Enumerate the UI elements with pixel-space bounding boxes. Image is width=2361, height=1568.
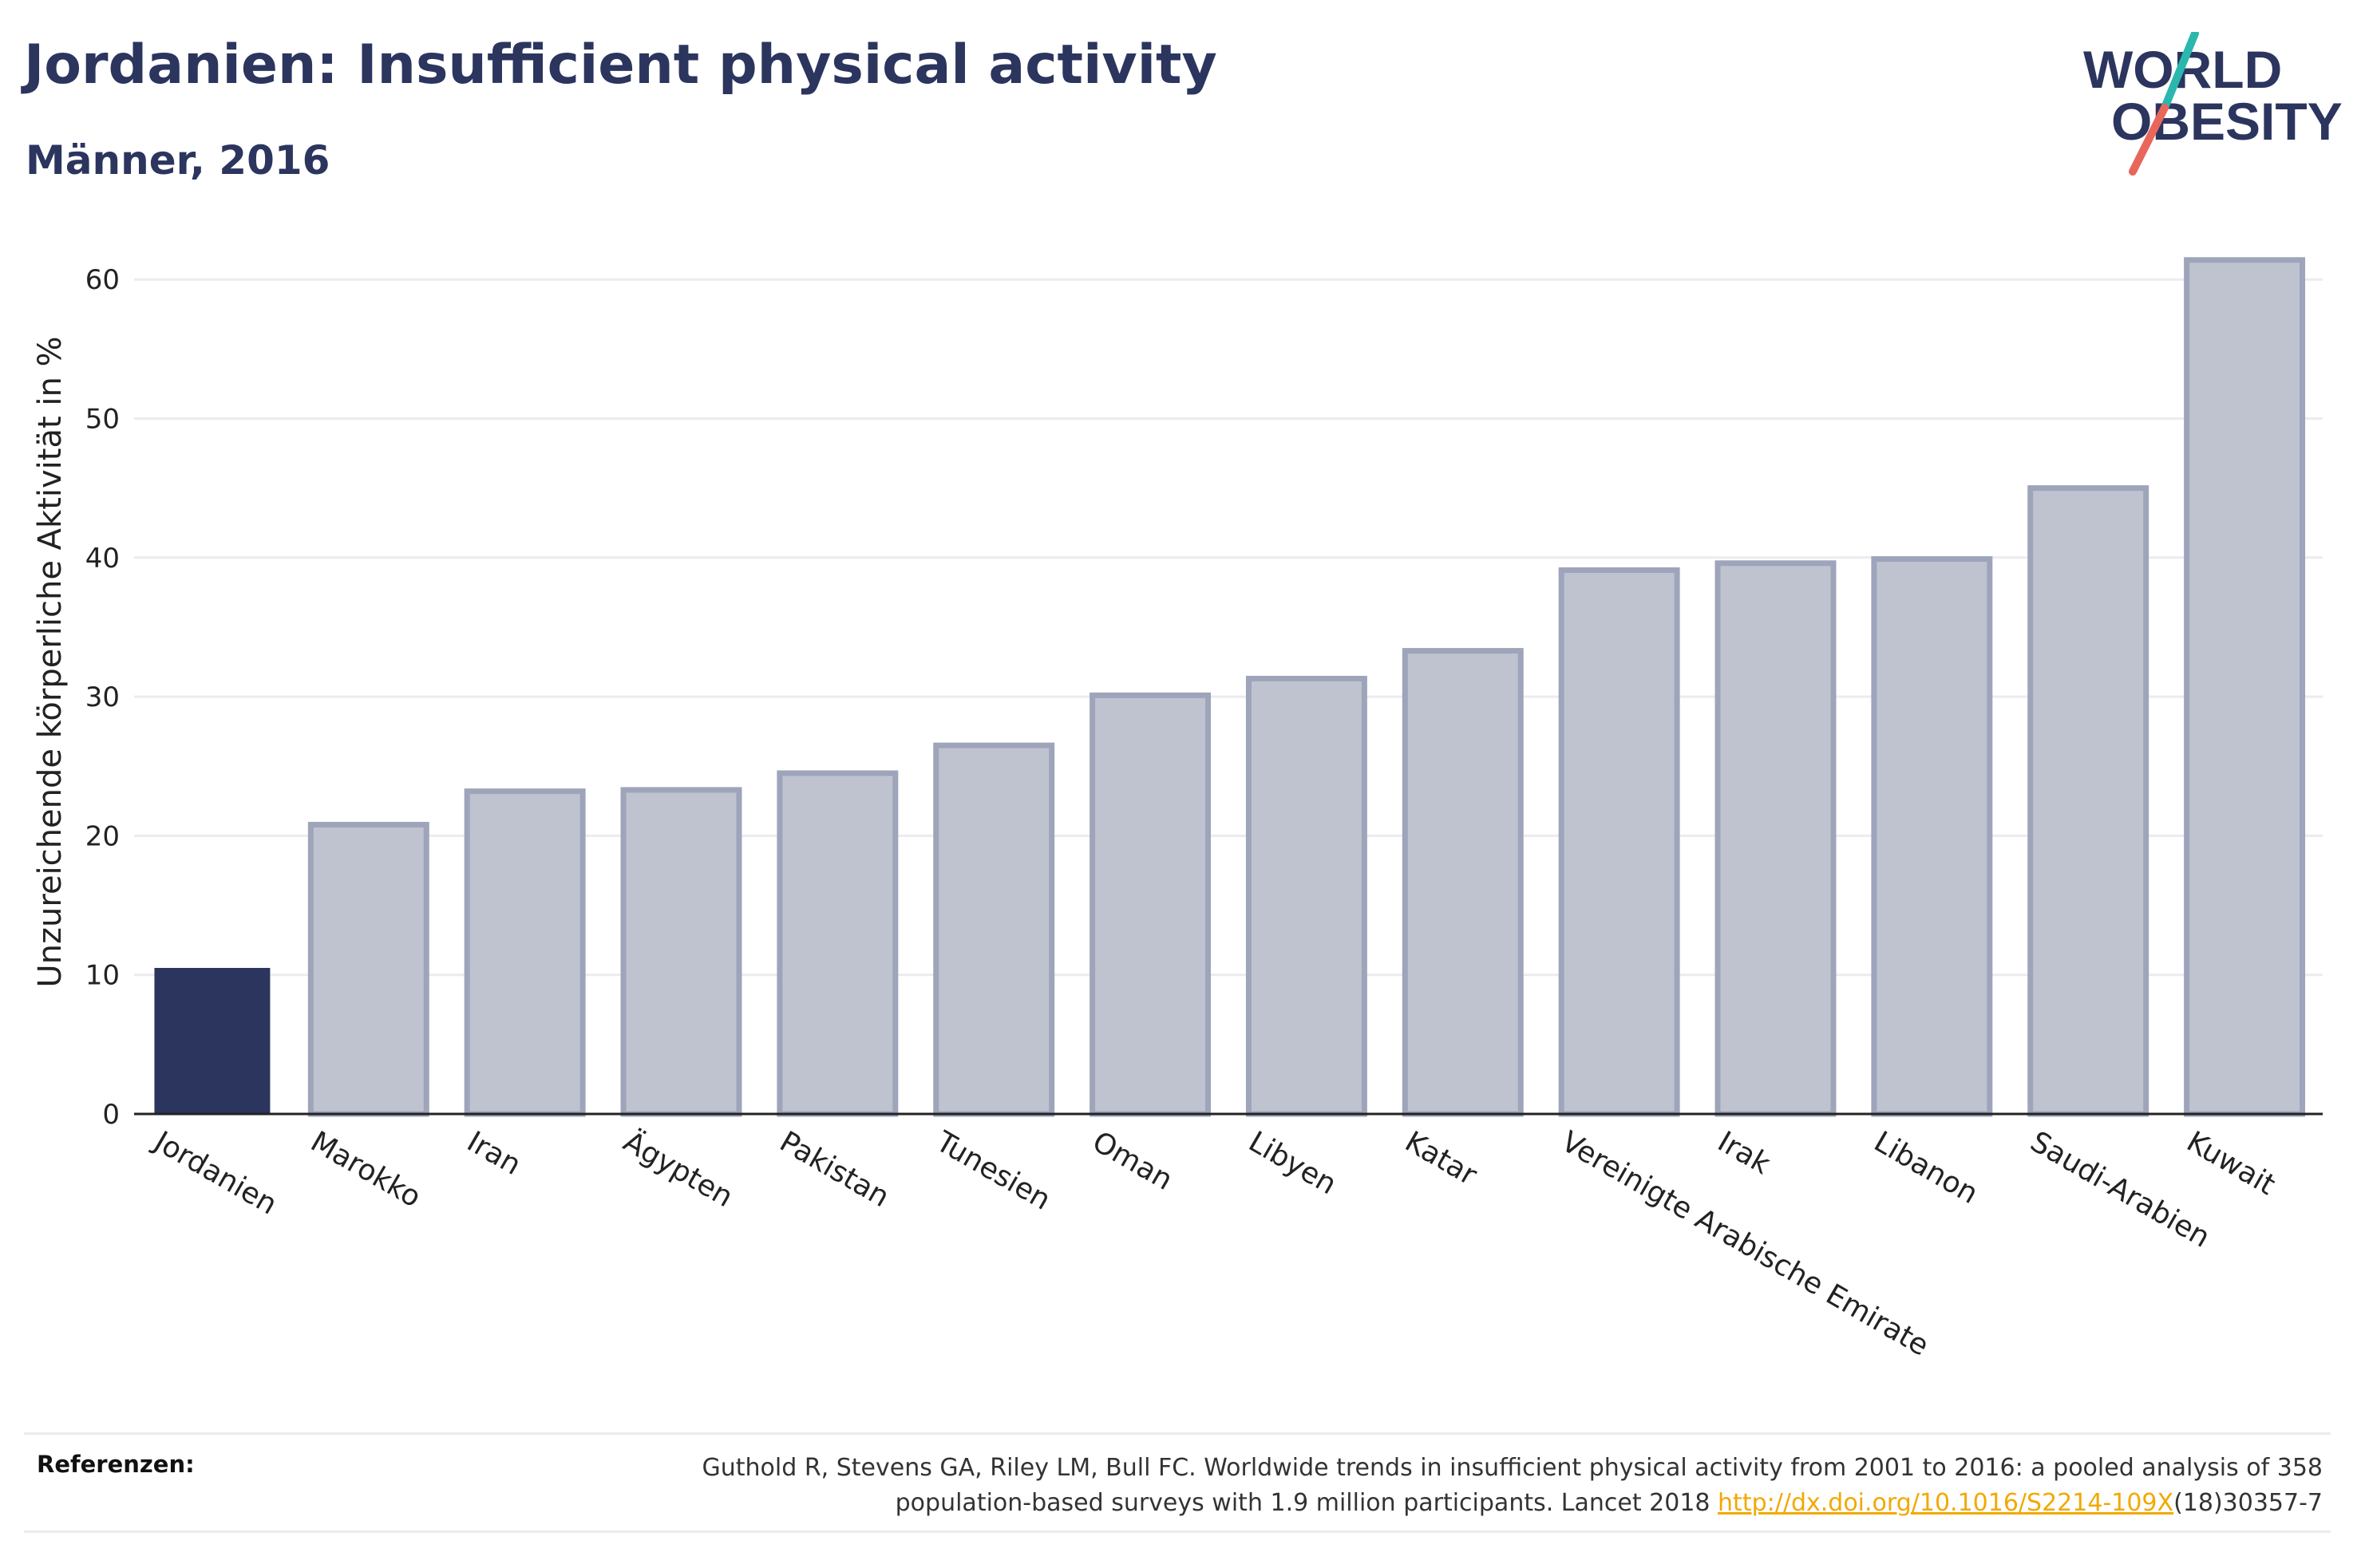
x-tick-label: Libyen [1243, 1125, 1342, 1201]
world-obesity-logo: WORLD OBESITY [2083, 32, 2343, 176]
logo-slash-teal [2161, 32, 2199, 112]
x-tick-label: Marokko [305, 1125, 426, 1214]
bar-katar [1402, 648, 1524, 1117]
reference-doi-link[interactable]: http://dx.doi.org/10.1016/S2214-109X [1718, 1489, 2174, 1517]
x-tick-label: Pakistan [774, 1125, 895, 1214]
bar-irak [1714, 560, 1837, 1117]
bar-saudi-arabien [2027, 485, 2149, 1117]
bar-pakistan [777, 770, 899, 1117]
x-tick-label: Tunesien [930, 1125, 1056, 1217]
bar-iran [464, 788, 586, 1117]
x-tick-label: Irak [1712, 1125, 1776, 1181]
x-tick-label: Libanon [1869, 1125, 1983, 1211]
bar-libyen [1245, 675, 1367, 1117]
y-tick-label: 30 [85, 681, 120, 713]
bar-kuwait [2184, 257, 2306, 1117]
y-tick-label: 60 [85, 264, 120, 296]
chart-title: Jordanien: Insufficient physical activit… [24, 34, 1217, 97]
x-tick-label: Oman [1087, 1125, 1178, 1197]
bar-marokko [307, 821, 429, 1117]
x-tick-label: Ägypten [618, 1124, 739, 1214]
y-tick-label: 50 [85, 404, 120, 436]
bar-vereinigte-arabische-emirate [1558, 567, 1680, 1117]
y-tick-label: 0 [102, 1099, 120, 1131]
x-tick-label: Iran [461, 1125, 526, 1182]
references-text: Guthold R, Stevens GA, Riley LM, Bull FC… [567, 1451, 2323, 1521]
y-axis-title: Unzureichende körperliche Aktivität in % [32, 336, 69, 987]
bar-libanon [1871, 556, 1993, 1117]
chart-subtitle: Männer, 2016 [26, 137, 330, 184]
x-tick-label: Jordanien [148, 1124, 283, 1221]
bar-tunesien [933, 742, 1055, 1117]
y-tick-label: 20 [85, 820, 120, 852]
x-tick-label: Katar [1399, 1125, 1482, 1192]
bar-ägypten [620, 787, 742, 1117]
references-label: Referenzen: [37, 1451, 195, 1478]
references-section: Referenzen: Guthold R, Stevens GA, Riley… [24, 1432, 2331, 1533]
y-tick-label: 40 [85, 543, 120, 575]
bar-chart: 0 10 20 30 40 50 60 Jordanien Marokko Iran Ägypten… [32, 257, 2323, 1363]
bar-jordanien [154, 967, 271, 1114]
x-tick-label: Kuwait [2181, 1125, 2281, 1202]
y-tick-label: 10 [85, 960, 120, 992]
reference-citation-suffix: (18)30357-7 [2173, 1489, 2323, 1517]
logo-slash-coral [2129, 104, 2169, 176]
reference-citation: Guthold R, Stevens GA, Riley LM, Bull FC… [702, 1454, 2323, 1517]
bar-oman [1090, 692, 1212, 1117]
